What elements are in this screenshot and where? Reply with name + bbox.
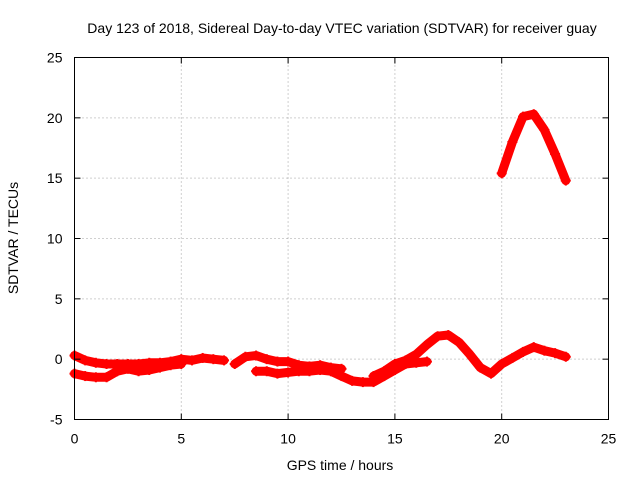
data-point <box>208 354 219 365</box>
data-point <box>347 375 358 386</box>
data-point <box>251 366 262 377</box>
data-point <box>560 175 571 186</box>
x-tick-label: 25 <box>601 431 617 447</box>
data-point <box>293 366 304 377</box>
grid <box>74 57 609 420</box>
data-point <box>101 372 112 383</box>
data-point <box>400 355 411 366</box>
data-point <box>421 356 432 367</box>
data-point <box>261 366 272 377</box>
data-point <box>90 357 101 368</box>
data-point <box>379 366 390 377</box>
data-point <box>176 358 187 369</box>
x-axis-label: GPS time / hours <box>287 457 394 473</box>
y-tick-label: -5 <box>50 412 63 428</box>
x-axis-ticks: 0 5 10 15 20 25 <box>71 57 617 447</box>
chart-title: Day 123 of 2018, Sidereal Day-to-day VTE… <box>87 20 596 36</box>
y-tick-label: 20 <box>47 110 63 126</box>
data-point <box>496 168 507 179</box>
data-point <box>336 371 347 382</box>
data-point <box>421 339 432 350</box>
data-point <box>80 371 91 382</box>
data-point <box>272 368 283 379</box>
y-tick-label: 10 <box>47 231 63 247</box>
data-point <box>229 358 240 369</box>
y-axis-label: SDTVAR / TECUs <box>5 182 21 294</box>
data-point <box>261 354 272 365</box>
data-point <box>144 365 155 376</box>
data-point <box>486 368 497 379</box>
y-tick-label: 5 <box>55 291 63 307</box>
data-point <box>219 355 230 366</box>
data-point <box>389 358 400 369</box>
data-point <box>550 149 561 160</box>
data-point <box>272 356 283 367</box>
series-layer <box>69 109 571 388</box>
x-tick-label: 15 <box>387 431 403 447</box>
data-point <box>112 366 123 377</box>
data-point <box>101 358 112 369</box>
series-segment-f <box>497 109 571 186</box>
data-point <box>539 345 550 356</box>
data-point <box>186 355 197 366</box>
data-point <box>475 362 486 373</box>
data-point <box>453 337 464 348</box>
y-axis-ticks: -5 0 5 10 15 20 25 <box>47 50 609 428</box>
data-point <box>539 124 550 135</box>
data-point <box>464 349 475 360</box>
data-point <box>325 366 336 377</box>
data-point <box>550 348 561 359</box>
data-point <box>165 360 176 371</box>
data-point <box>133 366 144 377</box>
y-tick-label: 0 <box>55 351 63 367</box>
data-point <box>496 358 507 369</box>
data-point <box>518 111 529 122</box>
data-point <box>315 365 326 376</box>
data-point <box>240 351 251 362</box>
data-point <box>283 367 294 378</box>
data-point <box>90 372 101 383</box>
data-point <box>122 363 133 374</box>
data-point <box>528 342 539 353</box>
data-point <box>518 346 529 357</box>
data-point <box>251 350 262 361</box>
data-point <box>357 377 368 388</box>
data-point <box>368 371 379 382</box>
data-point <box>560 351 571 362</box>
x-tick-label: 20 <box>494 431 510 447</box>
y-tick-label: 15 <box>47 170 63 186</box>
data-point <box>283 356 294 367</box>
x-tick-label: 10 <box>280 431 296 447</box>
x-tick-label: 5 <box>177 431 185 447</box>
data-point <box>411 349 422 360</box>
data-point <box>507 352 518 363</box>
data-point <box>528 109 539 120</box>
data-point <box>197 352 208 363</box>
data-point <box>304 366 315 377</box>
y-tick-label: 25 <box>47 50 63 66</box>
data-point <box>154 362 165 373</box>
x-tick-label: 0 <box>71 431 79 447</box>
data-point <box>80 355 91 366</box>
data-point <box>432 331 443 342</box>
data-point <box>507 136 518 147</box>
data-point <box>443 330 454 341</box>
